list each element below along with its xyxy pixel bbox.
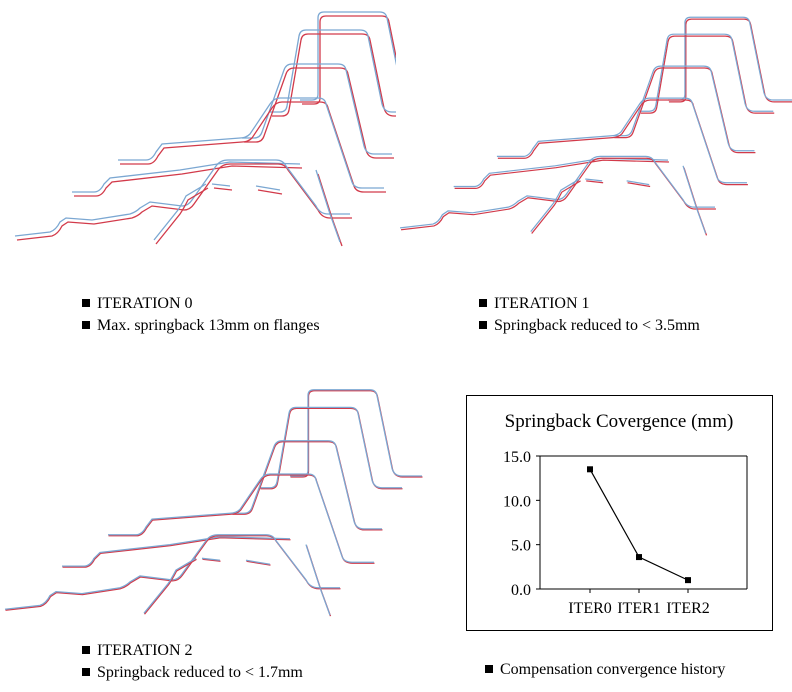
y-tick-label: 5.0 bbox=[511, 538, 531, 555]
nominal-profile bbox=[496, 97, 747, 184]
nominal-profile bbox=[530, 178, 580, 232]
springback-profile bbox=[74, 165, 303, 197]
springback-profile bbox=[290, 390, 423, 478]
convergence-chart-frame: Springback Covergence (mm) 15.0 10.0 5.0 0.0… bbox=[466, 395, 773, 631]
nominal-profile bbox=[682, 165, 707, 234]
section-profiles bbox=[14, 11, 396, 247]
nominal-profile bbox=[118, 97, 384, 189]
nominal-profile bbox=[108, 473, 374, 563]
springback-profile bbox=[454, 159, 669, 189]
series-line bbox=[589, 469, 689, 581]
y-tick-label: 10.0 bbox=[503, 493, 531, 510]
bullet-icon bbox=[479, 321, 487, 329]
nominal-profile bbox=[270, 29, 396, 113]
nominal-profile bbox=[72, 161, 301, 193]
x-tick-label: ITER2 bbox=[666, 600, 710, 617]
convergence-chart: Springback Covergence (mm) 15.0 10.0 5.0 0.0… bbox=[503, 411, 748, 617]
nominal-profile bbox=[62, 536, 291, 567]
springback-profile bbox=[108, 474, 375, 564]
iteration-2-caption: ITERATION 2 Springback reduced to < 1.7m… bbox=[82, 640, 303, 684]
nominal-profile bbox=[639, 33, 774, 112]
nominal-profile bbox=[14, 159, 350, 237]
iteration-1-caption: ITERATION 1 Springback reduced to < 3.5m… bbox=[479, 293, 700, 337]
nominal-profile bbox=[400, 155, 716, 229]
section-profiles bbox=[4, 389, 423, 617]
nominal-profile bbox=[232, 440, 382, 530]
bullet-icon bbox=[82, 299, 90, 307]
nominal-profile bbox=[242, 63, 392, 155]
y-tick-label: 15.0 bbox=[503, 449, 531, 466]
nominal-profile bbox=[668, 16, 792, 101]
iteration-0-springback-plot bbox=[14, 11, 396, 247]
bullet-icon bbox=[479, 299, 487, 307]
x-tick-label: ITER0 bbox=[568, 600, 612, 617]
springback-profile bbox=[497, 99, 748, 186]
data-point bbox=[587, 466, 593, 473]
springback-profile bbox=[586, 180, 651, 188]
springback-profile bbox=[16, 163, 352, 241]
springback-profile bbox=[317, 173, 343, 247]
nominal-profile bbox=[260, 406, 402, 489]
springback-profile bbox=[531, 180, 581, 234]
bullet-icon bbox=[485, 665, 493, 673]
data-point bbox=[685, 577, 691, 584]
chart-caption-text: Compensation convergence history bbox=[500, 661, 726, 678]
nominal-profile bbox=[211, 183, 281, 191]
nominal-profile bbox=[201, 557, 271, 565]
chart-caption: Compensation convergence history bbox=[485, 659, 725, 681]
springback-profile bbox=[120, 101, 386, 193]
nominal-profile bbox=[613, 65, 755, 152]
bullet-icon bbox=[82, 668, 90, 676]
nominal-profile bbox=[585, 178, 650, 186]
iteration-0-caption: ITERATION 0 Max. springback 13mm on flan… bbox=[82, 293, 320, 337]
iteration-1-title: ITERATION 1 bbox=[494, 295, 590, 312]
springback-profile bbox=[668, 18, 792, 103]
springback-profile bbox=[202, 558, 271, 566]
bullet-icon bbox=[82, 321, 90, 329]
iteration-2-springback-plot bbox=[4, 389, 423, 617]
springback-profile bbox=[244, 67, 394, 159]
iteration-2-title: ITERATION 2 bbox=[97, 642, 193, 659]
nominal-profile bbox=[153, 183, 207, 241]
springback-profile bbox=[302, 15, 396, 105]
springback-profile bbox=[143, 558, 197, 615]
iteration-1-springback-plot bbox=[400, 16, 792, 236]
x-tick-label: ITER1 bbox=[617, 600, 661, 617]
nominal-profile bbox=[300, 11, 396, 101]
springback-profile bbox=[213, 187, 283, 195]
springback-profile bbox=[272, 33, 396, 117]
nominal-profile bbox=[315, 169, 341, 243]
iteration-0-title: ITERATION 0 bbox=[97, 295, 193, 312]
nominal-profile bbox=[305, 544, 331, 616]
nominal-profile bbox=[453, 157, 669, 188]
data-point bbox=[636, 554, 642, 561]
springback-profile bbox=[62, 537, 291, 568]
springback-profile bbox=[5, 535, 341, 611]
nominal-profile bbox=[290, 389, 422, 477]
springback-profile bbox=[155, 187, 209, 245]
bullet-icon bbox=[82, 646, 90, 654]
iteration-2-note: Springback reduced to < 1.7mm bbox=[97, 664, 303, 681]
nominal-profile bbox=[143, 557, 197, 614]
nominal-profile bbox=[4, 534, 340, 610]
y-tick-label: 0.0 bbox=[511, 582, 531, 599]
springback-profile bbox=[260, 407, 403, 490]
iteration-0-note: Max. springback 13mm on flanges bbox=[97, 317, 320, 334]
section-profiles bbox=[400, 16, 792, 236]
iteration-1-note: Springback reduced to < 3.5mm bbox=[494, 317, 700, 334]
chart-title: Springback Covergence (mm) bbox=[505, 411, 734, 432]
